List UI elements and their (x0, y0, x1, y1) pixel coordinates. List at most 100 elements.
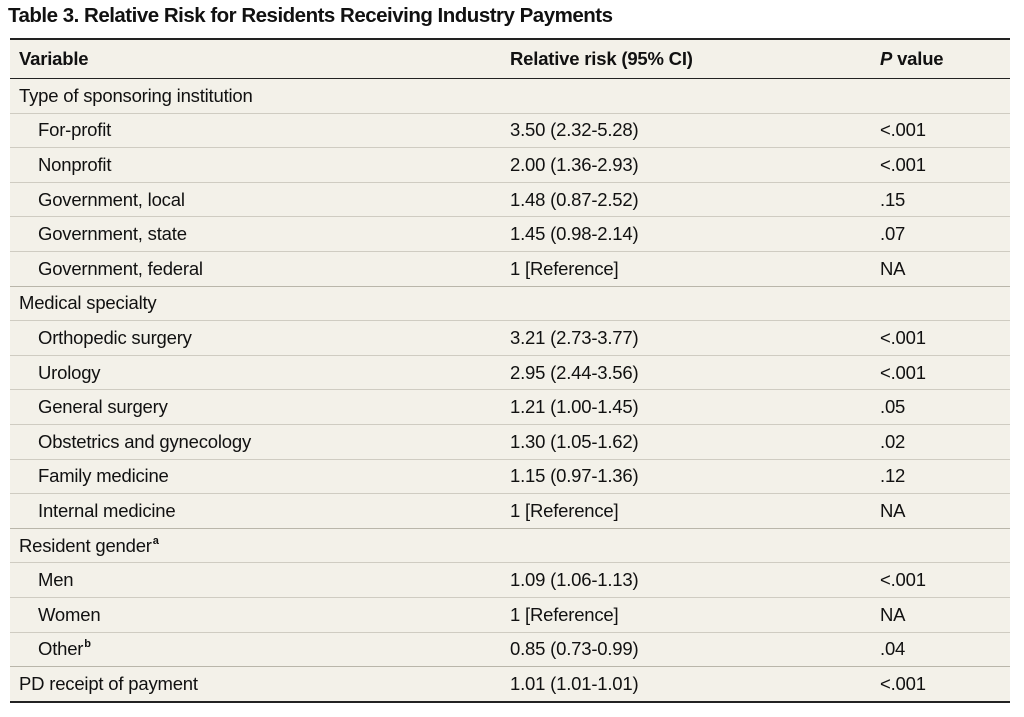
variable-label: Otherb (10, 632, 510, 667)
table-row: Government, state 1.45 (0.98-2.14) .07 (10, 217, 1010, 252)
table-row: General surgery 1.21 (1.00-1.45) .05 (10, 390, 1010, 425)
relative-risk-cell: 3.50 (2.32-5.28) (510, 113, 880, 148)
p-value-cell: <.001 (880, 667, 1010, 701)
p-value-cell (880, 286, 1010, 321)
variable-label: Nonprofit (10, 148, 510, 183)
variable-label: Internal medicine (10, 494, 510, 529)
label-text: PD receipt of payment (19, 673, 198, 694)
table-row: Women 1 [Reference] NA (10, 597, 1010, 632)
table-row: Otherb 0.85 (0.73-0.99) .04 (10, 632, 1010, 667)
table-row: Urology 2.95 (2.44-3.56) <.001 (10, 355, 1010, 390)
relative-risk-cell: 1 [Reference] (510, 494, 880, 529)
variable-label: Men (10, 563, 510, 598)
p-value-cell: <.001 (880, 355, 1010, 390)
table-row: Men 1.09 (1.06-1.13) <.001 (10, 563, 1010, 598)
relative-risk-cell: 1 [Reference] (510, 597, 880, 632)
label-text: Women (38, 604, 100, 625)
footnote-marker: b (84, 638, 91, 650)
header-variable: Variable (10, 40, 510, 79)
category-row: Type of sponsoring institution (10, 79, 1010, 114)
p-value-cell: NA (880, 597, 1010, 632)
category-label: PD receipt of payment (10, 667, 510, 701)
relative-risk-cell: 3.21 (2.73-3.77) (510, 321, 880, 356)
table-row: Government, local 1.48 (0.87-2.52) .15 (10, 182, 1010, 217)
relative-risk-cell: 1.15 (0.97-1.36) (510, 459, 880, 494)
p-value-cell: NA (880, 494, 1010, 529)
variable-label: General surgery (10, 390, 510, 425)
variable-label: Urology (10, 355, 510, 390)
category-label: Medical specialty (10, 286, 510, 321)
header-p-italic: P (880, 48, 892, 69)
label-text: Orthopedic surgery (38, 327, 192, 348)
p-value-cell: .15 (880, 182, 1010, 217)
data-table: Variable Relative risk (95% CI) P value … (10, 38, 1010, 703)
label-text: Resident gender (19, 535, 152, 556)
p-value-cell: <.001 (880, 113, 1010, 148)
relative-risk-table: Variable Relative risk (95% CI) P value … (10, 40, 1010, 701)
label-text: Urology (38, 362, 100, 383)
p-value-cell (880, 79, 1010, 114)
table-row: For-profit 3.50 (2.32-5.28) <.001 (10, 113, 1010, 148)
variable-label: Women (10, 597, 510, 632)
label-text: For-profit (38, 119, 111, 140)
relative-risk-cell: 2.95 (2.44-3.56) (510, 355, 880, 390)
relative-risk-cell: 2.00 (1.36-2.93) (510, 148, 880, 183)
label-text: Medical specialty (19, 292, 156, 313)
relative-risk-cell: 1 [Reference] (510, 251, 880, 286)
p-value-cell: .04 (880, 632, 1010, 667)
category-row: PD receipt of payment 1.01 (1.01-1.01) <.0… (10, 667, 1010, 701)
label-text: Government, state (38, 223, 187, 244)
category-row: Resident gendera (10, 528, 1010, 563)
relative-risk-cell (510, 286, 880, 321)
table-title: Table 3. Relative Risk for Residents Rec… (8, 4, 612, 28)
p-value-cell: .12 (880, 459, 1010, 494)
label-text: General surgery (38, 396, 168, 417)
variable-label: Orthopedic surgery (10, 321, 510, 356)
label-text: Obstetrics and gynecology (38, 431, 251, 452)
relative-risk-cell: 1.45 (0.98-2.14) (510, 217, 880, 252)
relative-risk-cell: 0.85 (0.73-0.99) (510, 632, 880, 667)
relative-risk-cell: 1.30 (1.05-1.62) (510, 424, 880, 459)
table-row: Family medicine 1.15 (0.97-1.36) .12 (10, 459, 1010, 494)
p-value-cell (880, 528, 1010, 563)
table-row: Government, federal 1 [Reference] NA (10, 251, 1010, 286)
p-value-cell: .02 (880, 424, 1010, 459)
table-body: Type of sponsoring institution For-profit… (10, 79, 1010, 701)
variable-label: Family medicine (10, 459, 510, 494)
relative-risk-cell: 1.21 (1.00-1.45) (510, 390, 880, 425)
label-text: Type of sponsoring institution (19, 85, 253, 106)
label-text: Family medicine (38, 465, 169, 486)
table-row: Internal medicine 1 [Reference] NA (10, 494, 1010, 529)
header-p-value: P value (880, 40, 1010, 79)
label-text: Government, local (38, 189, 185, 210)
category-label: Type of sponsoring institution (10, 79, 510, 114)
header-row: Variable Relative risk (95% CI) P value (10, 40, 1010, 79)
variable-label: For-profit (10, 113, 510, 148)
category-row: Medical specialty (10, 286, 1010, 321)
header-relative-risk: Relative risk (95% CI) (510, 40, 880, 79)
variable-label: Government, state (10, 217, 510, 252)
label-text: Nonprofit (38, 154, 111, 175)
label-text: Government, federal (38, 258, 203, 279)
p-value-cell: NA (880, 251, 1010, 286)
variable-label: Obstetrics and gynecology (10, 424, 510, 459)
label-text: Internal medicine (38, 500, 175, 521)
label-text: Other (38, 638, 83, 659)
table-row: Obstetrics and gynecology 1.30 (1.05-1.62… (10, 424, 1010, 459)
table-row: Nonprofit 2.00 (1.36-2.93) <.001 (10, 148, 1010, 183)
footnote-marker: a (153, 535, 159, 547)
p-value-cell: <.001 (880, 148, 1010, 183)
variable-label: Government, federal (10, 251, 510, 286)
relative-risk-cell: 1.09 (1.06-1.13) (510, 563, 880, 598)
category-label: Resident gendera (10, 528, 510, 563)
label-text: Men (38, 569, 73, 590)
table-row: Orthopedic surgery 3.21 (2.73-3.77) <.001 (10, 321, 1010, 356)
p-value-cell: .05 (880, 390, 1010, 425)
header-p-rest: value (892, 48, 943, 69)
relative-risk-cell (510, 79, 880, 114)
p-value-cell: .07 (880, 217, 1010, 252)
relative-risk-cell: 1.48 (0.87-2.52) (510, 182, 880, 217)
relative-risk-cell: 1.01 (1.01-1.01) (510, 667, 880, 701)
relative-risk-cell (510, 528, 880, 563)
variable-label: Government, local (10, 182, 510, 217)
